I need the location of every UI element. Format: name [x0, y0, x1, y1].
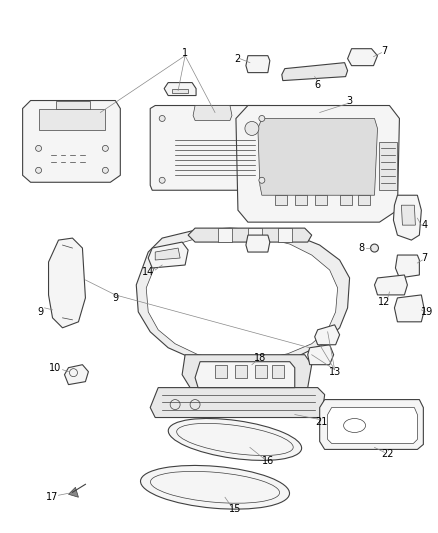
Text: 7: 7 [421, 253, 427, 263]
Polygon shape [23, 101, 120, 182]
Text: 12: 12 [378, 297, 391, 307]
Polygon shape [218, 228, 232, 242]
Polygon shape [275, 195, 287, 205]
Polygon shape [272, 365, 284, 378]
Circle shape [35, 167, 42, 173]
Polygon shape [357, 195, 370, 205]
Polygon shape [39, 109, 106, 131]
Polygon shape [248, 228, 262, 242]
Polygon shape [155, 248, 180, 260]
Polygon shape [348, 49, 378, 66]
Polygon shape [49, 238, 85, 328]
Polygon shape [246, 235, 270, 252]
Text: 6: 6 [314, 79, 321, 90]
Circle shape [259, 177, 265, 183]
Polygon shape [278, 228, 292, 242]
Circle shape [245, 122, 259, 135]
Polygon shape [393, 195, 421, 240]
Polygon shape [401, 205, 415, 225]
Polygon shape [295, 195, 307, 205]
Polygon shape [146, 236, 338, 360]
Text: 18: 18 [254, 353, 266, 363]
Text: 10: 10 [49, 362, 62, 373]
Circle shape [159, 116, 165, 122]
Circle shape [371, 244, 378, 252]
Text: 2: 2 [234, 54, 240, 63]
Polygon shape [339, 195, 352, 205]
Polygon shape [188, 228, 312, 242]
Polygon shape [314, 195, 327, 205]
Polygon shape [193, 106, 232, 120]
Text: 9: 9 [38, 307, 44, 317]
Ellipse shape [141, 465, 290, 509]
Polygon shape [148, 242, 188, 268]
Polygon shape [374, 275, 407, 295]
Circle shape [259, 116, 265, 122]
Polygon shape [314, 325, 339, 345]
Text: 9: 9 [112, 293, 118, 303]
Text: 19: 19 [421, 307, 434, 317]
Polygon shape [258, 118, 378, 195]
Circle shape [35, 146, 42, 151]
Text: 3: 3 [346, 95, 353, 106]
Text: 7: 7 [381, 46, 388, 55]
Polygon shape [320, 400, 424, 449]
Polygon shape [255, 365, 267, 378]
Text: 8: 8 [358, 243, 364, 253]
Polygon shape [328, 408, 417, 443]
Polygon shape [395, 295, 424, 322]
Polygon shape [379, 142, 397, 190]
Circle shape [102, 167, 108, 173]
Polygon shape [164, 83, 196, 95]
Polygon shape [64, 365, 88, 385]
Circle shape [159, 177, 165, 183]
Polygon shape [282, 63, 348, 80]
Polygon shape [308, 345, 334, 365]
Polygon shape [136, 228, 350, 365]
Polygon shape [150, 106, 272, 190]
Polygon shape [235, 365, 247, 378]
Circle shape [102, 146, 108, 151]
Ellipse shape [168, 418, 302, 461]
Text: 15: 15 [229, 504, 241, 514]
Text: 17: 17 [46, 492, 59, 502]
Text: 14: 14 [142, 267, 154, 277]
Polygon shape [150, 387, 325, 417]
Polygon shape [396, 255, 419, 278]
Polygon shape [236, 106, 399, 222]
Polygon shape [195, 362, 295, 387]
Text: 4: 4 [421, 220, 427, 230]
Polygon shape [182, 355, 312, 387]
Polygon shape [68, 487, 78, 497]
Polygon shape [172, 88, 188, 93]
Text: 13: 13 [328, 367, 341, 377]
Polygon shape [246, 55, 270, 72]
Text: 21: 21 [315, 416, 328, 426]
Polygon shape [56, 101, 90, 109]
Polygon shape [215, 365, 227, 378]
Text: 22: 22 [381, 449, 394, 459]
Text: 16: 16 [262, 456, 274, 466]
Text: 1: 1 [182, 47, 188, 58]
